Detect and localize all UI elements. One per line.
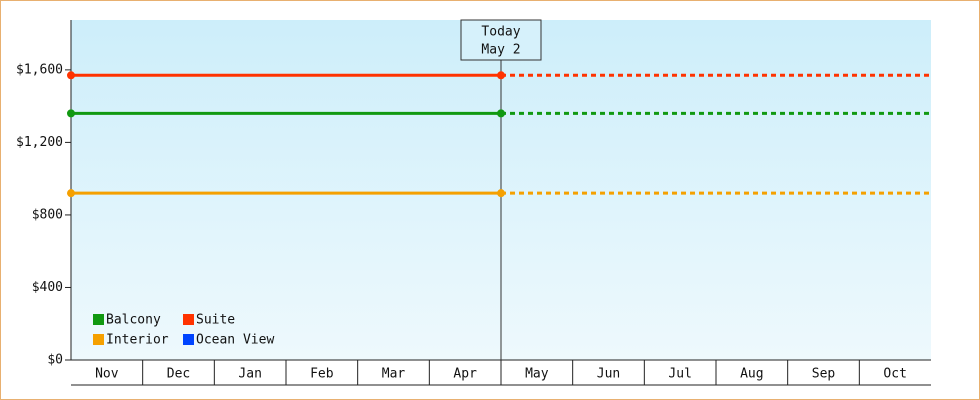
x-tick-label: Mar [382, 367, 406, 382]
legend-swatch [183, 314, 194, 325]
x-tick-label: Jul [668, 367, 691, 382]
x-tick-label: Jun [597, 367, 620, 382]
y-tick-label: $1,600 [16, 62, 63, 77]
x-tick-label: Oct [883, 367, 906, 382]
series-point [67, 109, 75, 118]
legend-swatch [93, 334, 104, 345]
legend-label: Interior [106, 333, 169, 348]
y-tick-label: $800 [32, 207, 63, 222]
x-tick-label: Aug [740, 367, 763, 382]
legend-label: Suite [196, 313, 235, 328]
today-label: Today [481, 25, 520, 40]
legend-label: Ocean View [196, 333, 274, 348]
legend-swatch [183, 334, 194, 345]
x-tick-label: Sep [812, 367, 836, 382]
x-tick-label: May [525, 367, 549, 382]
series-point [497, 71, 505, 80]
series-point [497, 189, 505, 198]
series-point [67, 71, 75, 80]
today-label: May 2 [481, 43, 520, 58]
x-tick-label: Feb [310, 367, 334, 382]
x-tick-label: Dec [167, 367, 190, 382]
x-tick-label: Nov [95, 367, 119, 382]
x-tick-label: Jan [238, 367, 261, 382]
legend-label: Balcony [106, 313, 161, 328]
today-box [460, 19, 542, 61]
y-tick-label: $400 [32, 280, 63, 295]
x-tick-label: Apr [453, 367, 477, 382]
legend-swatch [93, 314, 104, 325]
series-point [67, 189, 75, 198]
y-tick-label: $1,200 [16, 135, 63, 150]
series-point [497, 109, 505, 118]
y-tick-label: $0 [47, 353, 63, 368]
